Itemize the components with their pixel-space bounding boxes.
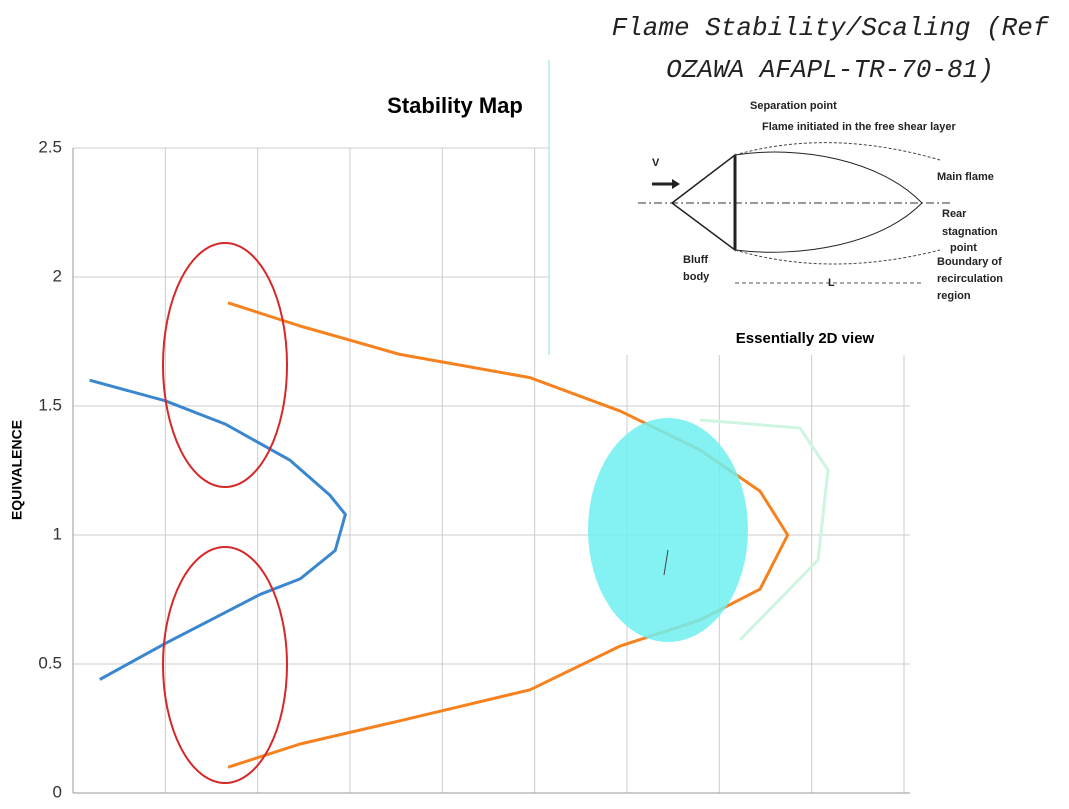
y-axis-title: EQUIVALENCE: [9, 420, 25, 520]
label: Flame initiated in the free shear layer: [762, 121, 957, 133]
y-tick-label: 1: [53, 524, 62, 543]
y-tick-label: 2: [53, 266, 62, 285]
y-tick-label: 1.5: [38, 395, 62, 414]
cyan-ellipse: [588, 418, 748, 642]
label: L: [828, 277, 835, 289]
highlight-ellipse: [163, 243, 287, 487]
inset-title: Flame Stability/Scaling (Ref: [612, 13, 1050, 43]
label: body: [683, 271, 710, 283]
label: Boundary of: [937, 256, 1002, 268]
y-tick-label: 2.5: [38, 137, 62, 156]
label: V: [652, 157, 660, 169]
label: Rear: [942, 208, 967, 220]
inset-caption: Essentially 2D view: [736, 330, 875, 347]
y-tick-label: 0: [53, 782, 62, 801]
label: point: [950, 242, 977, 254]
highlight-ellipse: [163, 547, 287, 783]
inset: Flame Stability/Scaling (Ref OZAWA AFAPL…: [549, 0, 1069, 355]
label: Bluff: [683, 254, 708, 266]
inset-title: OZAWA AFAPL-TR-70-81): [666, 55, 994, 85]
label: Main flame: [937, 171, 994, 183]
series-line: [90, 380, 346, 679]
slide: Stability Map EQUIVALENCE Flame Stabilit…: [0, 0, 1069, 804]
label: region: [937, 290, 971, 302]
y-tick-label: 0.5: [38, 653, 62, 672]
label: Separation point: [750, 100, 837, 112]
chart-title: Stability Map: [387, 93, 523, 118]
label: stagnation: [942, 226, 998, 238]
label: recirculation: [937, 273, 1003, 285]
